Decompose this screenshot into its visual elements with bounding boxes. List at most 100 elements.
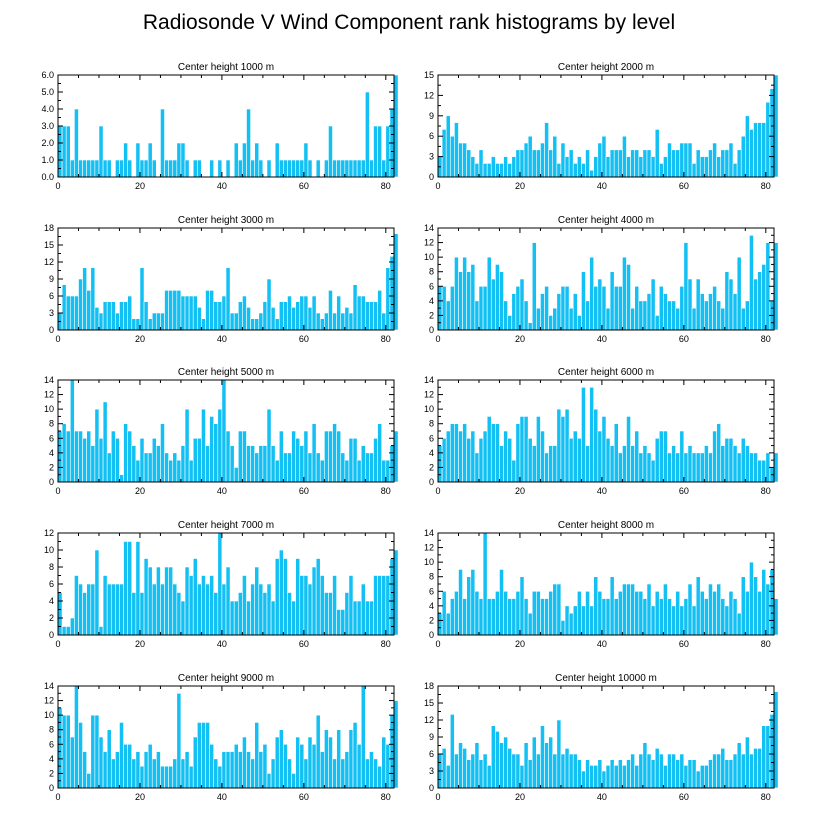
bar bbox=[753, 576, 758, 636]
bar bbox=[527, 759, 533, 789]
y-tick-label: 0 bbox=[429, 172, 434, 182]
y-tick-label: 10 bbox=[44, 404, 54, 414]
bar bbox=[336, 295, 342, 331]
bar bbox=[74, 685, 79, 789]
bar bbox=[156, 566, 161, 636]
bar bbox=[749, 561, 754, 636]
y-tick-label: 9 bbox=[49, 274, 54, 284]
bar bbox=[86, 159, 92, 178]
bar bbox=[449, 714, 455, 789]
bar bbox=[646, 293, 652, 331]
bar bbox=[745, 300, 750, 331]
bar bbox=[712, 753, 717, 789]
bar bbox=[180, 758, 186, 789]
bar bbox=[601, 135, 607, 178]
bar bbox=[344, 459, 350, 483]
y-tick-label: 0 bbox=[49, 783, 54, 793]
bar bbox=[78, 278, 83, 331]
x-tick-label: 20 bbox=[515, 181, 525, 191]
bar bbox=[757, 122, 763, 178]
bar bbox=[205, 290, 210, 331]
bar bbox=[568, 149, 574, 178]
bar bbox=[262, 592, 268, 636]
bar bbox=[486, 598, 492, 636]
bar bbox=[732, 293, 738, 331]
bar bbox=[597, 142, 603, 178]
bar bbox=[462, 748, 467, 789]
bar bbox=[531, 242, 537, 331]
bar bbox=[704, 300, 709, 331]
bar bbox=[515, 285, 521, 331]
bar bbox=[283, 452, 288, 483]
bar bbox=[135, 751, 141, 789]
bar bbox=[303, 758, 309, 789]
bar bbox=[605, 598, 611, 636]
bar bbox=[131, 318, 137, 331]
bar bbox=[519, 765, 525, 789]
bar bbox=[609, 576, 615, 636]
bar bbox=[324, 430, 329, 483]
bar bbox=[233, 312, 239, 331]
bar bbox=[365, 600, 370, 636]
bar bbox=[307, 159, 313, 178]
y-tick-label: 14 bbox=[424, 375, 434, 385]
bar bbox=[704, 445, 709, 483]
y-tick-label: 18 bbox=[424, 681, 434, 691]
bar bbox=[687, 445, 693, 483]
bar bbox=[360, 445, 366, 483]
bar bbox=[683, 452, 689, 483]
bar bbox=[229, 445, 235, 483]
bar bbox=[389, 256, 395, 331]
bar bbox=[503, 736, 508, 789]
bar bbox=[761, 459, 767, 483]
bar bbox=[650, 459, 656, 483]
bar bbox=[699, 765, 705, 789]
bar bbox=[753, 748, 758, 789]
bar bbox=[544, 742, 549, 789]
panel-title: Center height 6000 m bbox=[558, 367, 654, 378]
bar bbox=[745, 590, 750, 636]
bar bbox=[115, 583, 120, 636]
bar bbox=[704, 598, 709, 636]
bar bbox=[609, 271, 615, 331]
bar bbox=[352, 159, 358, 178]
bar bbox=[74, 430, 79, 483]
bar bbox=[589, 256, 595, 331]
bar bbox=[110, 430, 116, 483]
bar bbox=[650, 156, 656, 178]
bar bbox=[106, 729, 112, 789]
bar bbox=[581, 386, 586, 483]
bar bbox=[507, 598, 513, 636]
bar bbox=[172, 583, 178, 636]
bar bbox=[299, 295, 305, 331]
bar bbox=[511, 459, 517, 483]
bar bbox=[724, 149, 730, 178]
bar bbox=[319, 575, 325, 636]
bar bbox=[626, 416, 631, 483]
bar bbox=[560, 285, 566, 331]
bar bbox=[667, 142, 672, 178]
bar bbox=[151, 758, 157, 789]
bar bbox=[369, 751, 374, 789]
bar bbox=[638, 590, 644, 636]
bar bbox=[536, 149, 541, 178]
y-tick-label: 12 bbox=[424, 90, 434, 100]
bar bbox=[605, 156, 611, 178]
bar bbox=[482, 532, 488, 636]
bar bbox=[613, 149, 619, 178]
bar bbox=[589, 386, 595, 483]
y-tick-label: 4 bbox=[429, 601, 434, 611]
x-tick-label: 20 bbox=[515, 639, 525, 649]
bar bbox=[319, 459, 325, 483]
bar bbox=[123, 541, 128, 636]
bar bbox=[622, 135, 627, 178]
bar bbox=[454, 122, 459, 178]
x-tick-label: 0 bbox=[55, 792, 60, 802]
bar bbox=[540, 293, 545, 331]
bar bbox=[638, 156, 644, 178]
bar bbox=[106, 301, 112, 331]
bar bbox=[486, 256, 492, 331]
bar bbox=[184, 566, 190, 636]
bar bbox=[377, 423, 383, 483]
bar bbox=[365, 91, 370, 178]
